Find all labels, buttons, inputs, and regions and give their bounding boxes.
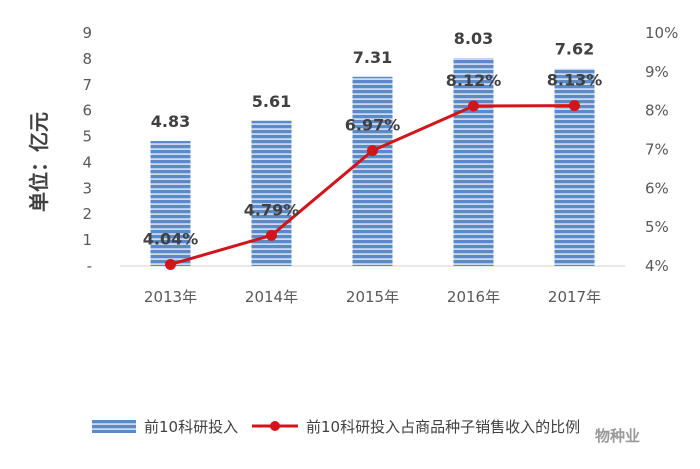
legend-swatch-bar xyxy=(92,420,136,433)
x-tick-label: 2013年 xyxy=(144,288,197,306)
bar-value-label: 4.83 xyxy=(151,112,190,131)
axes-layer: - 1 2 3 4 5 6 7 8 9 4% 5% 6% 7% 8% 9% 10% 2013年 2014年 2015年… xyxy=(82,24,678,306)
y-tick-label: 4 xyxy=(82,153,92,171)
legend-label-bar: 前10科研投入 xyxy=(144,418,238,436)
y-axis-label: 单位：亿元 xyxy=(27,112,51,212)
line-layer xyxy=(165,100,580,270)
y-tick-label: 5 xyxy=(82,128,92,146)
x-tick-label: 2014年 xyxy=(245,288,298,306)
y-tick-label: 9 xyxy=(82,24,92,42)
legend-marker-line xyxy=(270,421,280,431)
x-tick-label: 2015年 xyxy=(346,288,399,306)
line-point xyxy=(468,100,479,112)
bar xyxy=(453,58,494,267)
bar-value-label: 5.61 xyxy=(252,92,291,111)
bar-value-label: 8.03 xyxy=(454,29,493,48)
y-tick-label: 3 xyxy=(82,179,92,197)
watermark-text: 物种业 xyxy=(595,427,640,445)
y-tick-label: 7 xyxy=(82,76,92,94)
y-tick-label: 1 xyxy=(82,231,92,249)
y2-tick-label: 7% xyxy=(645,141,669,159)
bars-layer xyxy=(150,58,595,267)
y-tick-label: 2 xyxy=(82,205,92,223)
legend: 前10科研投入 前10科研投入占商品种子销售收入的比例 xyxy=(92,418,580,436)
line-value-label: 4.79% xyxy=(244,200,300,219)
x-tick-label: 2016年 xyxy=(447,288,500,306)
bar xyxy=(251,120,292,266)
bar xyxy=(352,76,393,266)
y-tick-label: 8 xyxy=(82,50,92,68)
labels-layer: 4.83 5.61 7.31 8.03 7.62 4.04% 4.79% 6.97% 8.12%… xyxy=(143,29,603,248)
y2-tick-label: 5% xyxy=(645,218,669,236)
y2-tick-label: 4% xyxy=(645,257,669,275)
legend-label-line: 前10科研投入占商品种子销售收入的比例 xyxy=(306,418,580,436)
bar xyxy=(554,68,595,266)
y-tick-label: 6 xyxy=(82,102,92,120)
bar xyxy=(150,140,191,266)
line-point xyxy=(165,258,176,270)
line-value-label: 4.04% xyxy=(143,229,199,248)
y2-tick-label: 8% xyxy=(645,102,669,120)
y2-tick-label: 6% xyxy=(645,179,669,197)
line-point xyxy=(367,145,378,157)
y2-tick-label: 10% xyxy=(645,24,678,42)
line-value-label: 6.97% xyxy=(345,116,401,135)
line-point xyxy=(569,100,580,112)
bar-value-label: 7.31 xyxy=(353,48,392,67)
bar-value-label: 7.62 xyxy=(555,40,594,59)
line-point xyxy=(266,229,277,241)
line-value-label: 8.12% xyxy=(446,71,502,90)
line-value-label: 8.13% xyxy=(547,71,603,90)
y2-tick-label: 9% xyxy=(645,63,669,81)
x-tick-label: 2017年 xyxy=(548,288,601,306)
y-tick-label: - xyxy=(87,257,92,275)
